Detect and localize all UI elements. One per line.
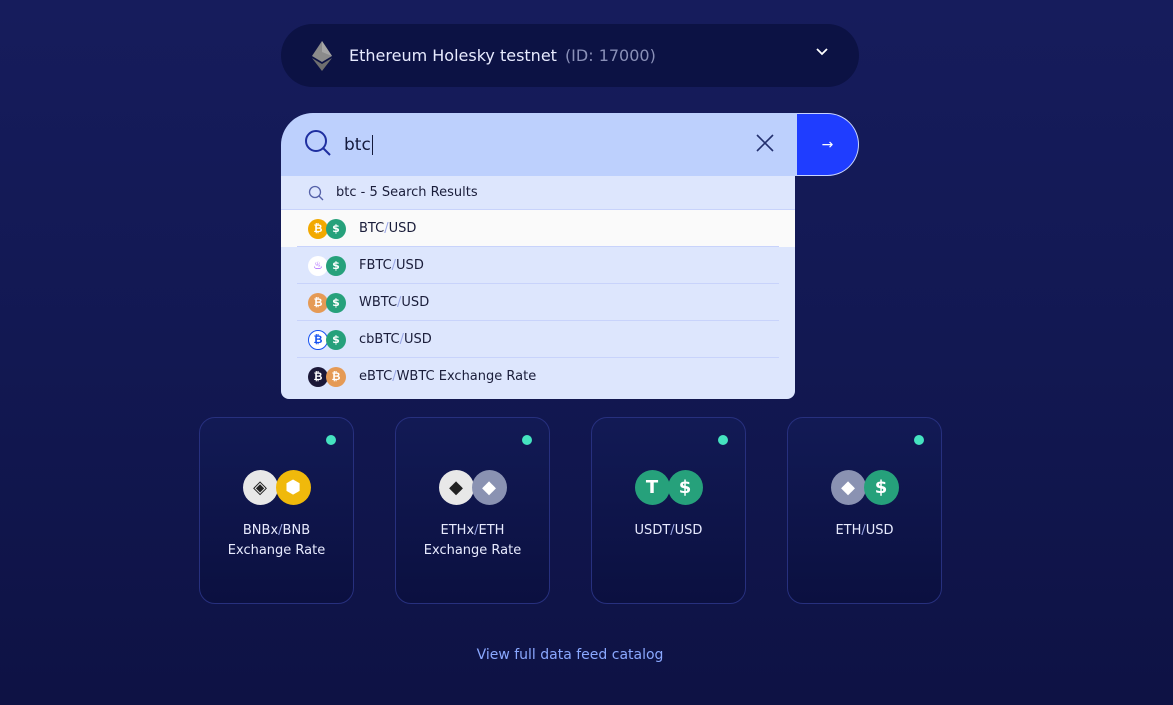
result-label: cbBTC/USD <box>359 332 432 347</box>
coin-icon: T <box>634 470 670 505</box>
pair-icons: ◆ $ <box>788 470 941 505</box>
network-selector[interactable]: Ethereum Holesky testnet (ID: 17000) <box>281 24 859 87</box>
pair-icons: ◆ ◆ <box>396 470 549 505</box>
search-icon <box>304 129 332 161</box>
ethereum-icon <box>311 40 333 71</box>
pair-icons: ₿ $ <box>308 292 348 313</box>
usd-icon: $ <box>326 329 346 350</box>
status-dot <box>914 435 924 445</box>
coin-icon: $ <box>863 470 899 505</box>
result-item[interactable]: ₿ $ BTC/USD <box>281 210 795 247</box>
status-dot <box>522 435 532 445</box>
feed-card[interactable]: ◆ $ ETH/USD <box>787 417 942 604</box>
chevron-down-icon[interactable] <box>815 44 829 60</box>
result-item[interactable]: ₿ $ WBTC/USD <box>281 284 795 321</box>
result-item[interactable]: ₿ ₿ eBTC/WBTC Exchange Rate <box>281 358 795 395</box>
status-dot <box>326 435 336 445</box>
results-count: btc - 5 Search Results <box>336 185 478 200</box>
search-value[interactable]: btc <box>344 134 373 155</box>
card-title: BNBx/BNB Exchange Rate <box>227 523 326 558</box>
search-results-dropdown: btc - 5 Search Results ₿ $ BTC/USD ♨ $ FBTC… <box>281 176 795 399</box>
network-id: (ID: 17000) <box>564 46 656 65</box>
pair-icons: ₿ $ <box>308 329 348 350</box>
arrow-right-icon: → <box>821 136 834 153</box>
cbbtc-icon: ₿ <box>308 329 328 350</box>
result-label: BTC/USD <box>359 221 417 236</box>
pair-icons: ₿ $ <box>308 218 348 239</box>
result-label: eBTC/WBTC Exchange Rate <box>359 369 537 384</box>
wbtc-icon: ₿ <box>308 292 328 313</box>
network-name: Ethereum Holesky testnet <box>349 46 557 65</box>
bitcoin-icon: ₿ <box>308 218 328 239</box>
pair-icons: ♨ $ <box>308 255 348 276</box>
feed-card[interactable]: ◆ ◆ ETHx/ETH Exchange Rate <box>395 417 550 604</box>
search-icon <box>308 185 324 200</box>
result-item[interactable]: ₿ $ cbBTC/USD <box>281 321 795 358</box>
clear-icon[interactable] <box>755 133 775 157</box>
search-bar: btc → <box>281 113 859 176</box>
search-input[interactable]: btc <box>281 113 797 176</box>
coin-icon: ◆ <box>471 470 507 505</box>
card-title: USDT/USD <box>634 523 703 538</box>
coin-icon: ◆ <box>438 470 474 505</box>
pair-icons: ₿ ₿ <box>308 366 348 387</box>
card-title: ETH/USD <box>835 523 894 538</box>
card-title: ETHx/ETH Exchange Rate <box>423 523 522 558</box>
usd-icon: $ <box>326 255 346 276</box>
wbtc-icon: ₿ <box>326 366 346 387</box>
fbtc-icon: ♨ <box>308 255 328 276</box>
search-submit-button[interactable]: → <box>797 113 859 176</box>
coin-icon: $ <box>667 470 703 505</box>
pair-icons: T $ <box>592 470 745 505</box>
feed-card[interactable]: T $ USDT/USD <box>591 417 746 604</box>
result-label: FBTC/USD <box>359 258 424 273</box>
usd-icon: $ <box>326 292 346 313</box>
coin-icon: ⬢ <box>275 470 311 505</box>
coin-icon: ◆ <box>830 470 866 505</box>
coin-icon: ◈ <box>242 470 278 505</box>
view-catalog-link[interactable]: View full data feed catalog <box>476 647 664 663</box>
result-label: WBTC/USD <box>359 295 430 310</box>
ebtc-icon: ₿ <box>308 366 328 387</box>
usd-icon: $ <box>326 218 346 239</box>
feed-card[interactable]: ◈ ⬢ BNBx/BNB Exchange Rate <box>199 417 354 604</box>
result-item[interactable]: ♨ $ FBTC/USD <box>281 247 795 284</box>
results-header: btc - 5 Search Results <box>281 176 795 210</box>
status-dot <box>718 435 728 445</box>
pair-icons: ◈ ⬢ <box>200 470 353 505</box>
